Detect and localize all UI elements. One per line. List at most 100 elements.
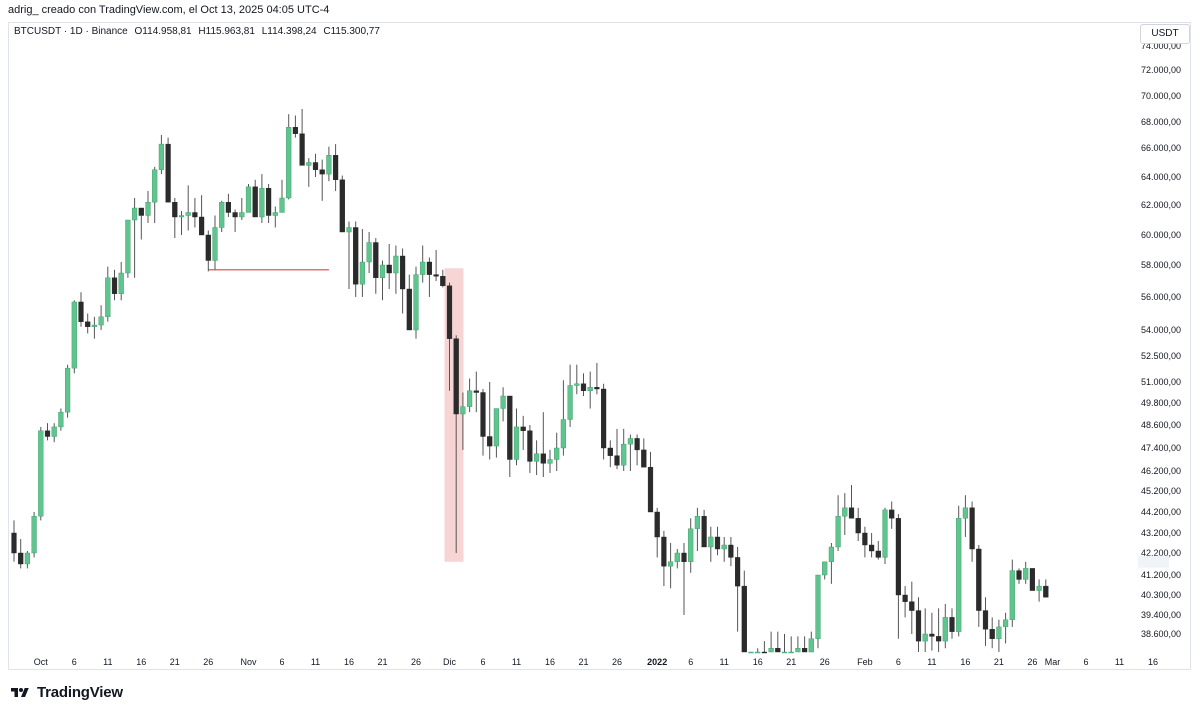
candle-body — [1009, 570, 1015, 620]
x-tick-label: 11 — [512, 657, 521, 667]
candle-body — [333, 155, 339, 180]
candle-body — [681, 552, 687, 563]
candle-body — [668, 561, 674, 567]
candle — [942, 603, 948, 649]
candle-layer — [11, 109, 1049, 654]
chart-frame — [8, 22, 1191, 670]
x-tick-label: 6 — [1083, 657, 1088, 667]
tradingview-logo[interactable]: TradingView — [9, 684, 123, 701]
candle — [788, 636, 794, 654]
candle — [802, 636, 808, 653]
x-tick-label: 6 — [480, 657, 485, 667]
open-value: O114.958,81 — [134, 26, 192, 37]
candle — [661, 530, 667, 587]
candle-body — [915, 610, 922, 642]
candle — [781, 634, 788, 654]
candle-body — [393, 255, 399, 274]
candle — [647, 451, 654, 513]
candle-body — [460, 406, 466, 415]
candle-body — [152, 169, 158, 203]
candle-body — [473, 390, 479, 393]
candle — [420, 245, 426, 283]
candle-body — [266, 187, 272, 216]
candle-body — [326, 155, 332, 175]
candle — [869, 533, 875, 558]
candle-body — [453, 338, 459, 415]
candle-body — [641, 449, 647, 468]
candle-body — [373, 242, 379, 278]
candle — [915, 597, 922, 652]
x-tick-label: Mar — [1045, 657, 1061, 667]
candle-body — [741, 585, 747, 653]
candle-body — [18, 552, 24, 565]
candle — [929, 612, 935, 651]
candle — [24, 551, 31, 569]
candle — [245, 184, 252, 213]
candle-body — [949, 617, 955, 632]
y-tick-label: 42.200,00 — [1141, 548, 1181, 558]
candle-body — [292, 126, 299, 134]
y-tick-label: 66.000,00 — [1141, 143, 1181, 153]
candle-body — [828, 546, 835, 563]
candle — [433, 250, 439, 281]
candle — [393, 245, 399, 294]
candle — [426, 257, 433, 297]
candle — [654, 507, 660, 558]
candle — [64, 364, 71, 418]
symbol-label[interactable]: BTCUSDT · 1D · Binance — [14, 26, 128, 37]
candle-body — [889, 509, 895, 519]
candle — [741, 570, 747, 653]
candle — [319, 159, 325, 201]
price-marker — [1138, 555, 1169, 568]
candle-body — [554, 447, 560, 460]
candle-body — [353, 227, 359, 285]
x-tick-label: 2022 — [647, 657, 667, 667]
candle-body — [493, 408, 500, 447]
candle-body — [212, 227, 218, 261]
x-tick-label: 21 — [170, 657, 180, 667]
candle — [507, 395, 513, 477]
candle — [493, 408, 500, 458]
candle-body — [406, 288, 412, 331]
candle — [259, 174, 265, 223]
candle — [768, 631, 774, 653]
candle-body — [936, 636, 942, 642]
candle-body — [627, 438, 634, 445]
candle-body — [219, 201, 225, 228]
candle — [996, 619, 1002, 652]
candle — [862, 526, 868, 558]
candle — [172, 198, 178, 238]
candle — [889, 501, 895, 529]
candle — [882, 507, 888, 564]
candle-body — [507, 395, 513, 460]
candle — [540, 412, 546, 477]
candle — [473, 371, 479, 413]
candle — [386, 244, 392, 289]
candle — [232, 209, 238, 232]
candle-body — [922, 633, 928, 642]
candle — [775, 631, 781, 653]
candle — [815, 574, 821, 649]
x-tick-label: Oct — [34, 657, 49, 667]
x-tick-label: 26 — [612, 657, 622, 667]
candle — [487, 382, 493, 460]
candle-body — [547, 459, 553, 464]
y-tick-label: 44.200,00 — [1141, 507, 1181, 517]
x-tick-label: 26 — [820, 657, 830, 667]
candle-body — [902, 594, 908, 602]
currency-button[interactable]: USDT — [1140, 24, 1190, 44]
x-tick-label: 21 — [578, 657, 588, 667]
candle-body — [58, 411, 64, 428]
candle — [480, 389, 486, 456]
candle-body — [969, 507, 975, 550]
candle-body — [520, 426, 526, 431]
y-tick-label: 72.000,00 — [1141, 65, 1181, 75]
candle — [1036, 579, 1042, 602]
candle — [855, 507, 861, 541]
y-tick-label: 41.200,00 — [1141, 570, 1181, 580]
candle-body — [245, 186, 252, 213]
candle-body — [259, 187, 265, 218]
candle-body — [359, 261, 366, 285]
candle-body — [862, 532, 868, 546]
